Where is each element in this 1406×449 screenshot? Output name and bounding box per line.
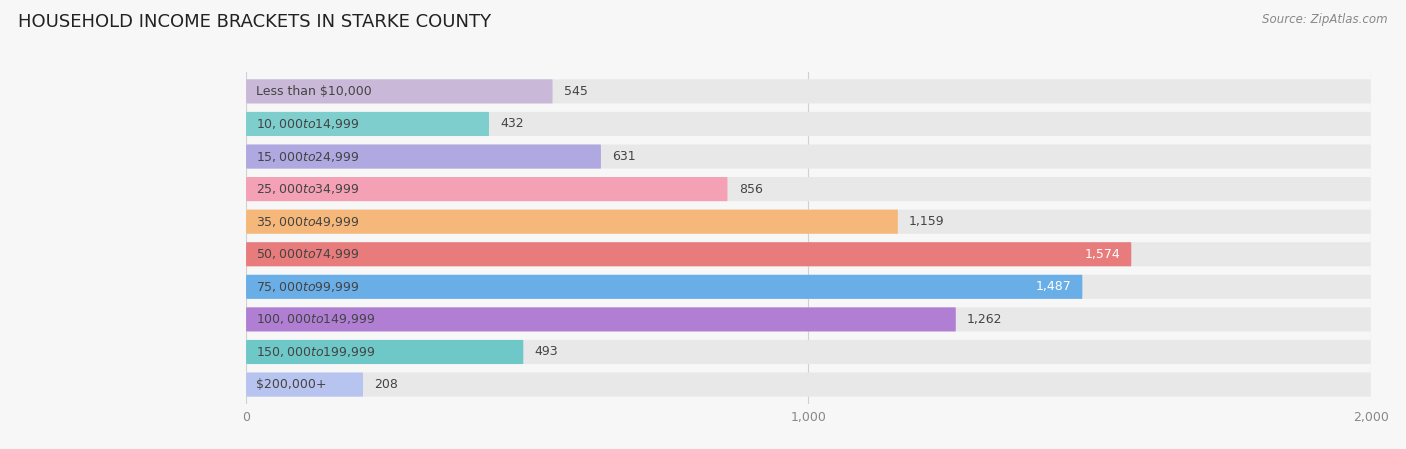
FancyBboxPatch shape [246, 79, 1371, 103]
FancyBboxPatch shape [246, 79, 553, 103]
Text: HOUSEHOLD INCOME BRACKETS IN STARKE COUNTY: HOUSEHOLD INCOME BRACKETS IN STARKE COUN… [18, 13, 492, 31]
FancyBboxPatch shape [246, 275, 1083, 299]
FancyBboxPatch shape [246, 145, 600, 168]
Text: $15,000 to $24,999: $15,000 to $24,999 [256, 150, 360, 163]
Text: $10,000 to $14,999: $10,000 to $14,999 [256, 117, 360, 131]
Text: Less than $10,000: Less than $10,000 [256, 85, 373, 98]
FancyBboxPatch shape [246, 340, 1371, 364]
Text: 545: 545 [564, 85, 588, 98]
Text: $35,000 to $49,999: $35,000 to $49,999 [256, 215, 360, 229]
FancyBboxPatch shape [246, 210, 898, 234]
Text: $75,000 to $99,999: $75,000 to $99,999 [256, 280, 360, 294]
FancyBboxPatch shape [246, 340, 523, 364]
Text: 208: 208 [374, 378, 398, 391]
Text: 1,574: 1,574 [1084, 248, 1121, 261]
FancyBboxPatch shape [246, 177, 727, 201]
FancyBboxPatch shape [246, 242, 1371, 266]
Text: $50,000 to $74,999: $50,000 to $74,999 [256, 247, 360, 261]
Text: 1,159: 1,159 [910, 215, 945, 228]
Text: $100,000 to $149,999: $100,000 to $149,999 [256, 313, 375, 326]
Text: 631: 631 [612, 150, 636, 163]
Text: $25,000 to $34,999: $25,000 to $34,999 [256, 182, 360, 196]
FancyBboxPatch shape [246, 210, 1371, 234]
Text: 432: 432 [501, 118, 524, 131]
Text: 493: 493 [534, 345, 558, 358]
FancyBboxPatch shape [246, 145, 1371, 168]
FancyBboxPatch shape [246, 373, 363, 396]
FancyBboxPatch shape [246, 308, 1371, 331]
Text: 1,487: 1,487 [1035, 280, 1071, 293]
FancyBboxPatch shape [246, 242, 1132, 266]
FancyBboxPatch shape [246, 112, 489, 136]
FancyBboxPatch shape [246, 275, 1371, 299]
Text: $200,000+: $200,000+ [256, 378, 326, 391]
FancyBboxPatch shape [246, 308, 956, 331]
FancyBboxPatch shape [246, 177, 1371, 201]
Text: 1,262: 1,262 [967, 313, 1002, 326]
Text: 856: 856 [738, 183, 762, 196]
FancyBboxPatch shape [246, 112, 1371, 136]
FancyBboxPatch shape [246, 373, 1371, 396]
Text: $150,000 to $199,999: $150,000 to $199,999 [256, 345, 375, 359]
Text: Source: ZipAtlas.com: Source: ZipAtlas.com [1263, 13, 1388, 26]
